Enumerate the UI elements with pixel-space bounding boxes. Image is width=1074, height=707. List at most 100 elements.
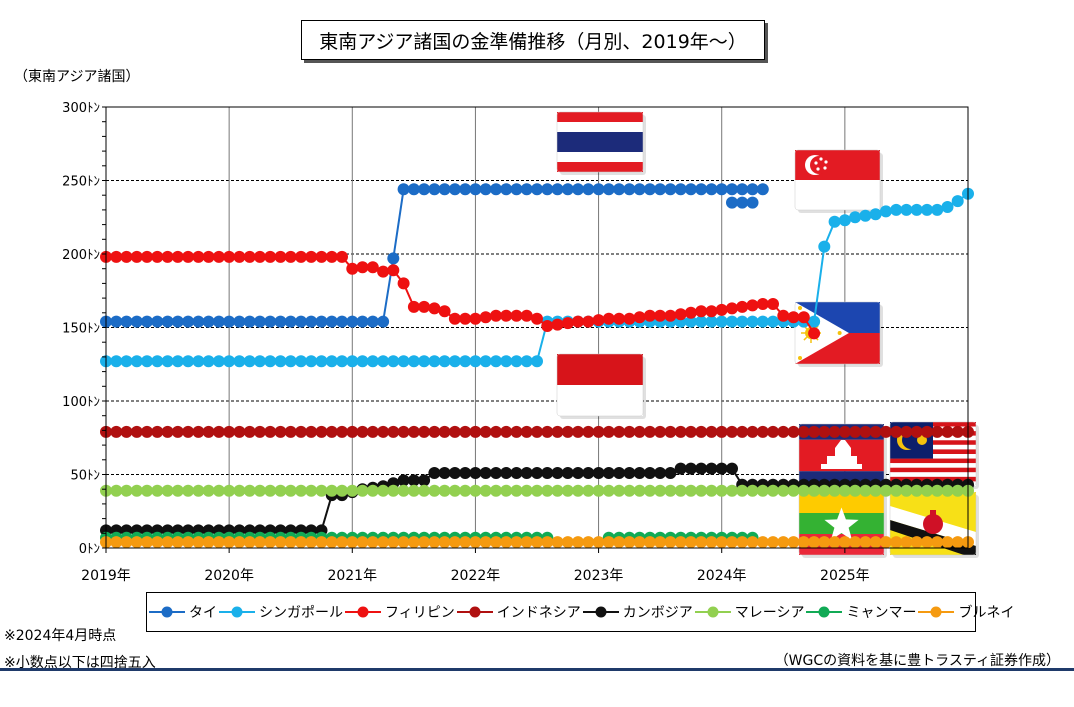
legend-marker: [345, 606, 381, 618]
data-point: [151, 536, 164, 549]
data-point: [346, 355, 359, 368]
data-point: [407, 300, 420, 313]
data-point: [736, 183, 749, 196]
data-point: [828, 484, 841, 497]
data-point: [613, 183, 626, 196]
data-point: [756, 315, 769, 328]
star: [824, 507, 859, 541]
data-point: [715, 536, 728, 549]
data-point: [838, 425, 851, 438]
data-point: [479, 484, 492, 497]
data-point: [284, 425, 297, 438]
data-point: [366, 536, 379, 549]
flag-stripe: [890, 476, 976, 482]
data-point: [654, 425, 667, 438]
data-point: [531, 484, 543, 497]
legend-label: ミャンマー: [846, 605, 917, 621]
data-point: [561, 467, 574, 479]
x-tick-label: 2021年: [327, 568, 377, 584]
data-point: [849, 484, 862, 497]
data-point: [551, 484, 564, 497]
data-point: [325, 250, 338, 263]
data-point: [387, 355, 400, 368]
data-point: [654, 183, 667, 196]
data-point: [520, 467, 533, 479]
data-point: [510, 309, 523, 322]
data-point: [141, 315, 153, 328]
data-point: [879, 205, 892, 218]
data-point: [613, 425, 626, 438]
data-point: [274, 536, 287, 549]
data-point: [397, 277, 410, 290]
legend-item: タイ: [147, 602, 217, 622]
flag-border: [794, 301, 881, 365]
data-point: [233, 355, 246, 368]
data-point: [407, 425, 420, 438]
data-point: [726, 302, 738, 315]
data-point: [592, 425, 605, 438]
data-point: [469, 425, 482, 438]
legend-label: マレーシア: [734, 605, 805, 621]
data-point: [223, 536, 236, 549]
data-point: [592, 536, 605, 549]
data-point: [582, 536, 595, 549]
data-point: [551, 467, 564, 479]
data-point: [274, 355, 287, 368]
data-point: [592, 484, 605, 497]
data-point: [469, 536, 482, 549]
data-point: [890, 203, 903, 216]
temple: [821, 440, 862, 469]
data-point: [253, 355, 266, 368]
data-point: [818, 484, 831, 497]
data-point: [541, 467, 554, 479]
bottom-rule: [0, 668, 1074, 671]
data-point: [869, 208, 882, 221]
data-point: [356, 425, 369, 438]
legend-label: タイ: [189, 605, 217, 621]
data-point: [110, 484, 123, 497]
legend-marker: [694, 606, 731, 618]
data-point: [295, 250, 307, 263]
y-axis-label: （東南アジア諸国）: [14, 69, 140, 85]
data-point: [818, 240, 831, 253]
y-tick-label: 300ﾄﾝ: [62, 101, 100, 116]
data-point: [141, 355, 153, 368]
data-point: [705, 462, 718, 475]
data-point: [192, 315, 205, 328]
data-point: [377, 315, 390, 328]
data-point: [182, 425, 195, 438]
data-point: [777, 425, 790, 438]
data-point: [479, 183, 492, 196]
data-point: [695, 305, 708, 318]
data-point: [890, 484, 903, 497]
data-point: [305, 484, 318, 497]
series-フィリピン: [100, 250, 821, 340]
data-point: [633, 484, 646, 497]
data-point: [602, 312, 615, 325]
data-point: [336, 355, 348, 368]
data-point: [726, 196, 738, 209]
data-point: [182, 536, 195, 549]
star: [819, 157, 823, 161]
data-point: [182, 484, 195, 497]
data-point: [900, 203, 913, 216]
data-point: [325, 536, 338, 549]
data-point: [428, 484, 441, 497]
data-point: [510, 355, 523, 368]
data-point: [623, 312, 636, 325]
data-point: [859, 536, 872, 549]
data-point: [859, 484, 872, 497]
data-point: [736, 196, 749, 209]
data-point: [797, 484, 810, 497]
data-point: [479, 355, 492, 368]
data-point: [500, 355, 513, 368]
data-point: [161, 425, 174, 438]
data-point: [243, 355, 256, 368]
data-point: [397, 474, 410, 487]
axes: 0ﾄﾝ 50ﾄﾝ 100ﾄﾝ 150ﾄﾝ 200ﾄﾝ 250ﾄﾝ 300ﾄﾝ 2019年 202…: [62, 101, 969, 584]
data-point: [182, 250, 195, 263]
data-point: [161, 536, 174, 549]
data-point: [520, 183, 533, 196]
data-point: [921, 203, 933, 216]
legend-label: カンボジア: [622, 605, 693, 621]
